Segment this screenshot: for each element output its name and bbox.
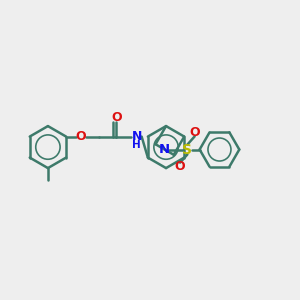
Text: S: S bbox=[182, 142, 192, 157]
Text: H: H bbox=[132, 140, 141, 150]
Text: O: O bbox=[189, 126, 200, 139]
Text: O: O bbox=[175, 160, 185, 173]
Text: N: N bbox=[159, 143, 170, 156]
Text: O: O bbox=[111, 111, 122, 124]
Text: N: N bbox=[131, 130, 142, 143]
Text: O: O bbox=[75, 130, 86, 143]
